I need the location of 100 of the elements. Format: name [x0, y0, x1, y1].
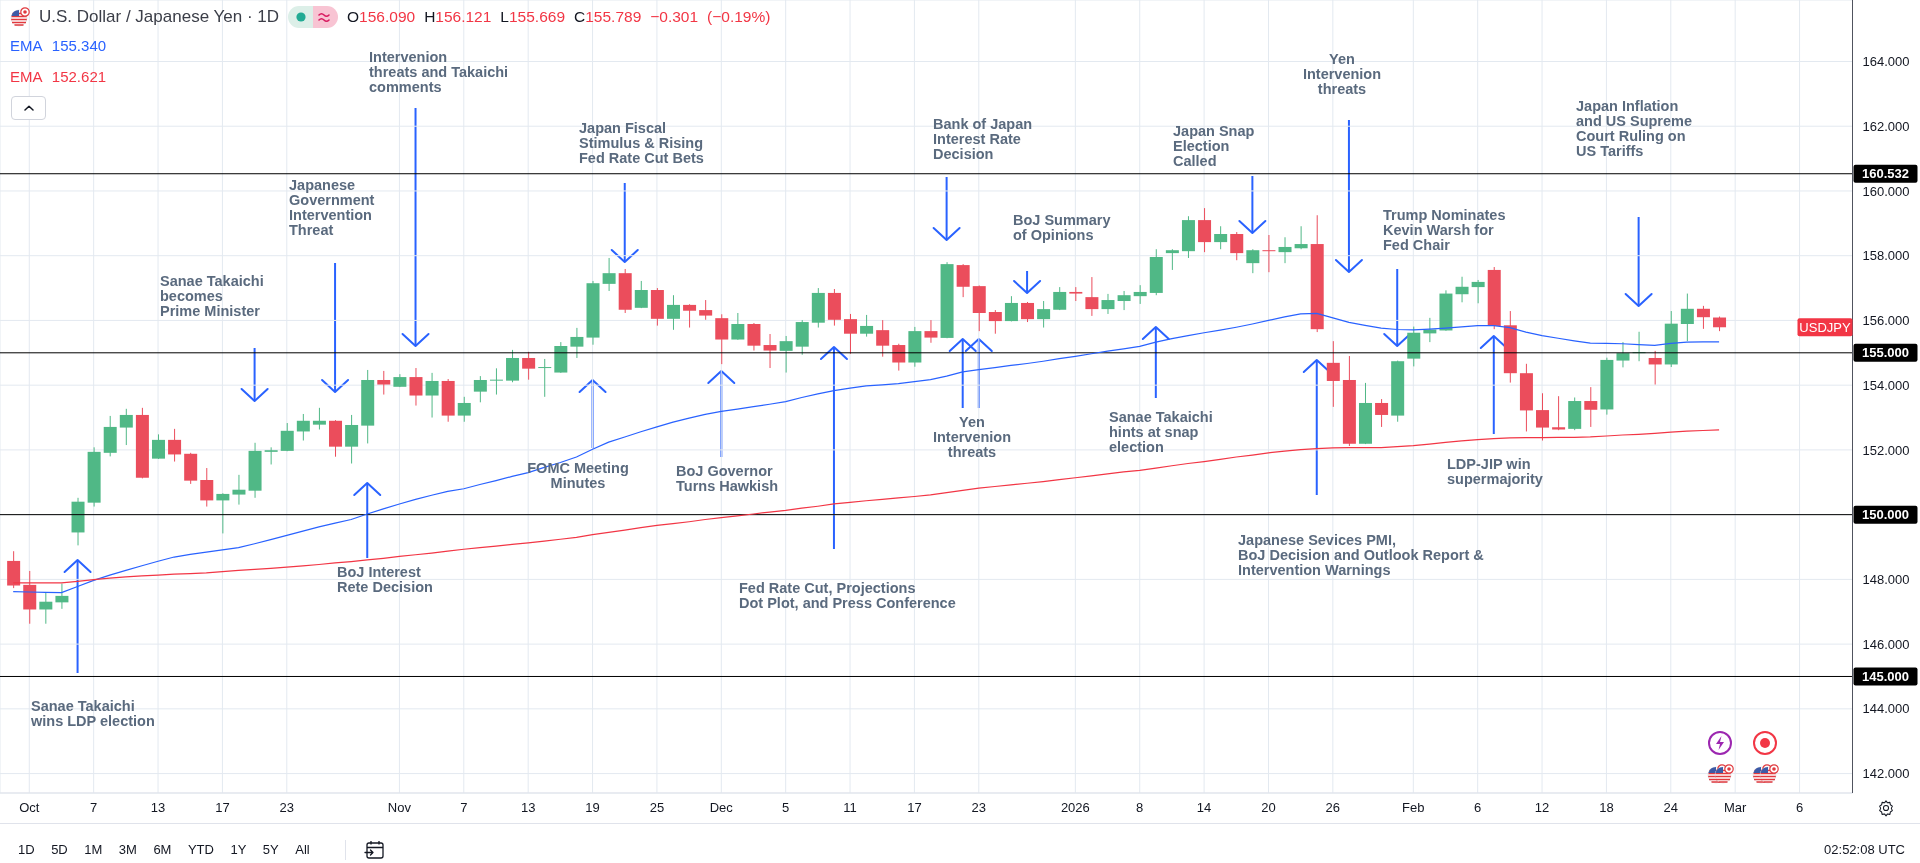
y-tick-label: 158.000 — [1862, 248, 1910, 264]
candlestick — [425, 372, 439, 419]
candlestick — [763, 333, 777, 369]
x-tick-label: Mar — [1723, 800, 1748, 816]
candlestick — [860, 314, 874, 338]
candlestick — [200, 467, 214, 508]
candlestick — [216, 492, 230, 534]
candlestick — [988, 309, 1002, 335]
candlestick — [1214, 225, 1228, 250]
candlestick — [1536, 392, 1550, 442]
candlestick — [489, 367, 503, 396]
annotation: BoJ Governor Turns Hawkish — [676, 463, 779, 494]
candlestick — [1616, 341, 1630, 368]
candlestick — [570, 327, 584, 359]
y-tick-label: 160.000 — [1862, 183, 1910, 199]
x-tick-label: Oct — [19, 800, 40, 816]
ref-line-label: 145.000 — [1862, 669, 1909, 685]
candlestick — [1584, 386, 1598, 428]
candlestick — [377, 370, 391, 396]
candlestick — [699, 299, 713, 321]
x-tick-label: Feb — [1402, 800, 1425, 816]
candlestick — [457, 396, 471, 423]
candlestick — [634, 280, 648, 309]
y-tick-label: 142.000 — [1862, 766, 1910, 782]
annotation: Japan Fiscal Stimulus & Rising Fed Rate Cut Bets — [579, 120, 704, 166]
candlestick — [1552, 395, 1566, 431]
y-tick-label: 156.000 — [1862, 313, 1910, 329]
text: EMA 152.621 — [10, 66, 107, 87]
x-tick-label: 14 — [1196, 800, 1212, 816]
candlestick — [312, 407, 326, 431]
annotation: LDP-JIP win supermajority — [1447, 456, 1543, 487]
annotation: Fed Rate Cut, Projections Dot Plot, and Press Conference — [739, 580, 956, 611]
text: 02:52:08 UTC — [1824, 841, 1905, 859]
candlestick — [506, 349, 520, 383]
annotation: Intervenion threats and Takaichi comments — [369, 49, 509, 95]
candlestick — [39, 592, 53, 625]
annotation: BoJ Interest Rete Decision — [337, 564, 433, 595]
candlestick — [715, 313, 729, 365]
y-tick-label: 154.000 — [1862, 377, 1910, 393]
candlestick — [892, 343, 906, 372]
candlestick — [747, 322, 761, 352]
candlestick — [1648, 350, 1662, 386]
candlestick — [876, 319, 890, 358]
candlestick — [1021, 301, 1035, 323]
candlestick — [1085, 276, 1099, 317]
x-tick-label: 26 — [1325, 800, 1341, 816]
y-tick-label: 146.000 — [1862, 636, 1910, 652]
candlestick — [345, 414, 359, 464]
x-tick-label: 6 — [1474, 800, 1482, 816]
candlestick — [296, 413, 310, 442]
y-tick-label: 152.000 — [1862, 442, 1910, 458]
annotation: Sanae Takaichi hints at snap election — [1109, 409, 1213, 455]
x-tick-label: 17 — [215, 800, 230, 816]
candlestick — [55, 583, 69, 610]
annotation: Bank of Japan Interest Rate Decision — [933, 116, 1033, 162]
y-tick-label: 164.000 — [1862, 54, 1910, 70]
x-tick-label: 2026 — [1060, 800, 1090, 816]
annotation: USDJPY — [1799, 319, 1851, 335]
candlestick — [1133, 284, 1147, 305]
candlestick — [1375, 398, 1389, 428]
candlestick — [956, 263, 970, 298]
candlestick — [666, 294, 680, 331]
ref-line-label: 150.000 — [1862, 507, 1909, 523]
candlestick — [1455, 276, 1469, 303]
annotation: Japanese Government Intervention Threat — [289, 177, 375, 238]
x-tick-label: 8 — [1136, 800, 1144, 816]
candlestick — [1101, 293, 1115, 315]
annotation: BoJ Summary of Opinions — [1013, 212, 1111, 243]
x-tick-label: 6 — [1795, 800, 1804, 816]
x-tick-label: 17 — [907, 800, 922, 816]
candlestick — [151, 433, 165, 460]
chart-title: U.S. Dollar / Japanese Yen · 1D — [39, 7, 280, 27]
candlestick — [1004, 295, 1018, 322]
x-tick-label: 7 — [460, 800, 468, 816]
candlestick — [1037, 300, 1051, 329]
ref-line-label: 155.000 — [1862, 345, 1909, 361]
y-tick-label: 144.000 — [1862, 701, 1910, 717]
x-tick-label: Nov — [387, 800, 412, 816]
annotation: Japan Snap Election Called — [1173, 123, 1255, 169]
candlestick — [1165, 248, 1179, 271]
candlestick — [1696, 305, 1710, 330]
annotation: Yen Intervenion threats — [1302, 51, 1382, 97]
x-tick-label: 19 — [585, 800, 600, 816]
x-tick-label: 11 — [843, 800, 857, 816]
candlestick — [409, 367, 423, 407]
candlestick — [731, 312, 745, 341]
candlestick — [779, 335, 793, 374]
candlestick — [522, 351, 536, 381]
x-tick-label: 7 — [90, 800, 98, 816]
candlestick — [232, 474, 246, 506]
x-tick-label: 23 — [971, 800, 987, 816]
annotation: Sanae Takaichi becomes Prime Minister — [160, 273, 264, 319]
text: 1D 5D 1M 3M 6M YTD 1Y 5Y All — [18, 842, 310, 857]
y-tick-label: 162.000 — [1862, 118, 1910, 134]
candlestick — [924, 319, 938, 344]
annotation: Japanese Sevices PMI, BoJ Decision and Outlook Report & Intervention Warnings — [1238, 532, 1485, 578]
x-tick-label: 18 — [1599, 800, 1614, 816]
x-tick-label: 12 — [1534, 800, 1550, 816]
candlestick — [1246, 248, 1260, 274]
x-tick-label: 20 — [1261, 800, 1276, 816]
